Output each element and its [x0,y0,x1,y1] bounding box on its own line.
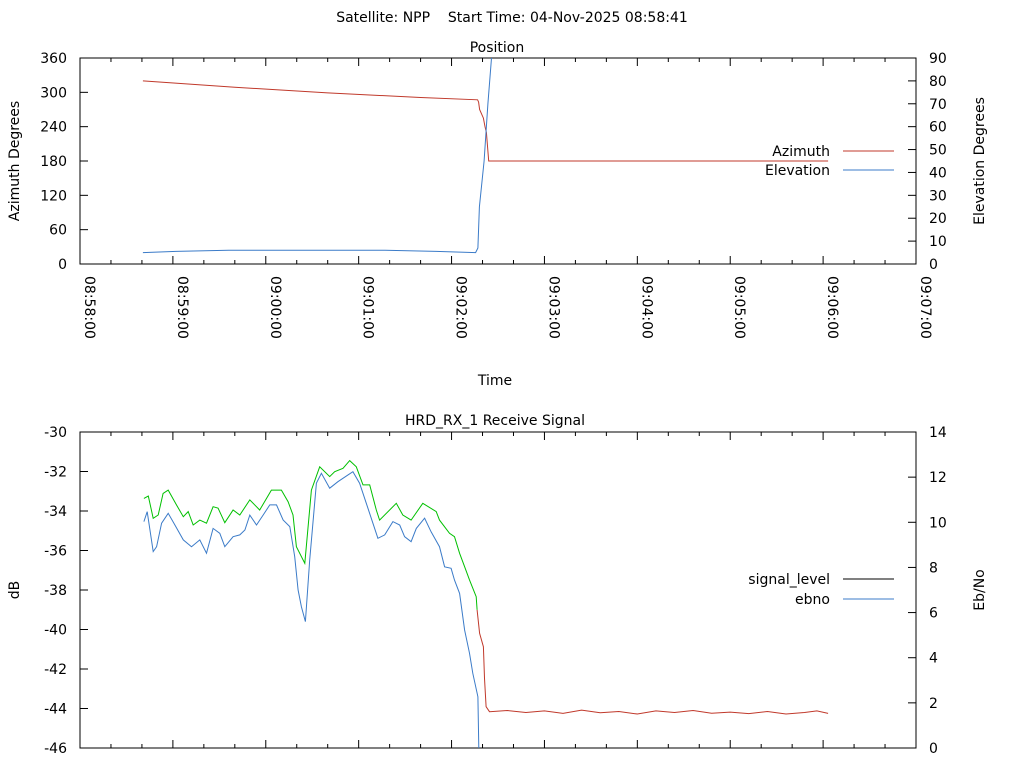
series-line-ebno [143,470,480,748]
x-tick-label: 09:03:00 [545,276,561,339]
y-tick-label: 300 [40,85,67,101]
y-tick-label: 0 [58,257,67,273]
y2-tick-label: 0 [929,257,938,273]
legend-azimuth-label: Azimuth [772,144,830,160]
series-line-elevation [142,58,492,254]
x-tick-label: 09:00:00 [267,276,283,339]
y-tick-label: 240 [40,120,67,136]
position-chart: Position Azimuth Degrees Elevation Degre… [7,40,988,389]
x-tick-label: 09:04:00 [638,276,654,339]
y2-tick-label: 0 [929,741,938,757]
elevation-axis-label: Elevation Degrees [972,97,988,225]
y-tick-label: -42 [44,662,67,678]
x-tick-label: 09:07:00 [917,276,933,339]
y2-tick-label: 30 [929,188,947,204]
position-chart-title: Position [470,40,525,56]
y-tick-label: -32 [44,465,67,481]
y2-tick-label: 70 [929,97,947,113]
y2-tick-label: 10 [929,515,947,531]
azimuth-axis-label: Azimuth Degrees [7,101,23,221]
series-line-azimuth [142,80,829,162]
x-tick-label: 08:59:00 [174,276,190,339]
x-tick-label: 09:02:00 [453,276,469,339]
x-tick-label: 09:05:00 [731,276,747,339]
receive-signal-chart: HRD_RX_1 Receive Signal dB Eb/No signal_… [7,413,988,757]
y-tick-label: 120 [40,188,67,204]
y-tick-label: -34 [44,504,67,520]
ebno-axis-label: Eb/No [972,569,988,611]
series-line-signal-level-no-lock- [476,609,829,715]
y2-tick-label: 90 [929,51,947,67]
y2-tick-label: 12 [929,470,947,486]
y2-tick-label: 80 [929,74,947,90]
y-tick-label: -40 [44,623,67,639]
legend-signal-level-label: signal_level [748,572,830,588]
y2-tick-label: 6 [929,606,938,622]
y2-tick-label: 40 [929,165,947,181]
y2-tick-label: 14 [929,425,947,441]
y-tick-label: -36 [44,544,67,560]
x-tick-label: 09:01:00 [360,276,376,339]
y2-tick-label: 4 [929,651,938,667]
y2-tick-label: 50 [929,143,947,159]
y-tick-label: -46 [44,741,67,757]
y-tick-label: -44 [44,702,67,718]
y-tick-label: 360 [40,51,67,67]
db-axis-label: dB [7,581,23,600]
plot-frame [79,431,917,749]
y2-tick-label: 60 [929,120,947,136]
page-title: Satellite: NPP Start Time: 04-Nov-2025 0… [336,10,688,26]
receive-signal-chart-title: HRD_RX_1 Receive Signal [405,413,585,429]
y2-tick-label: 20 [929,211,947,227]
y-tick-label: 60 [49,223,67,239]
y2-tick-label: 8 [929,560,938,576]
y-tick-label: 180 [40,154,67,170]
x-tick-label: 09:06:00 [824,276,840,339]
y2-tick-label: 10 [929,234,947,250]
x-tick-label: 08:58:00 [81,276,97,339]
legend-elevation-label: Elevation [765,163,830,179]
legend-ebno-label: ebno [795,592,830,608]
series-line-signal-level [143,459,478,610]
y2-tick-label: 2 [929,696,938,712]
y-tick-label: -38 [44,583,67,599]
y-tick-label: -30 [44,425,67,441]
time-axis-label: Time [477,373,512,389]
